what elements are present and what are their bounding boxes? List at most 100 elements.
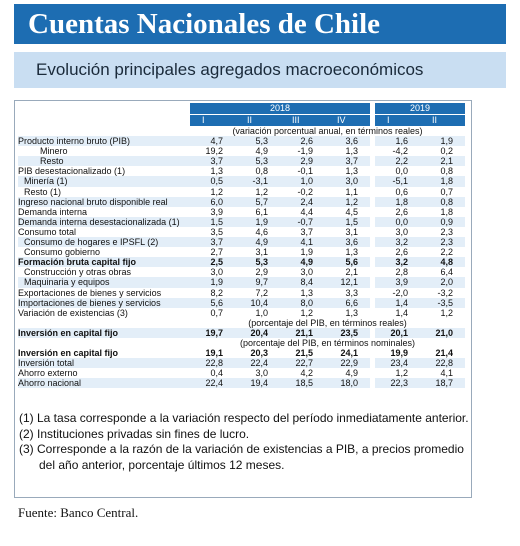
value-cell: 22,3 bbox=[375, 378, 420, 389]
quarter-header: III bbox=[280, 114, 325, 126]
value-cell: 3,0 bbox=[210, 267, 223, 278]
row-label: Ahorro externo bbox=[18, 368, 78, 379]
value-cell: 1,6 bbox=[375, 136, 420, 147]
data-row: Ingreso nacional bruto disponible real 6,… bbox=[18, 196, 465, 207]
subtitle: Evolución principales agregados macroeco… bbox=[14, 52, 506, 88]
value-cell: 0,8 bbox=[255, 166, 268, 177]
value-cell: 22,4 bbox=[235, 358, 280, 369]
blank bbox=[18, 338, 190, 348]
value-cell: 2,2 bbox=[375, 156, 420, 167]
value-cell: 3,2 bbox=[375, 257, 420, 268]
value-cell: 4,9 bbox=[280, 257, 325, 268]
value-cell: 6,6 bbox=[325, 297, 370, 308]
value-cell: -3,1 bbox=[235, 176, 280, 187]
note-row: (porcentaje del PIB, en términos nominal… bbox=[18, 338, 465, 348]
data-row: Ahorro nacional 22,4 19,4 18,5 18,0 22,3 18,7 bbox=[18, 378, 465, 389]
value-cell: 4,5 bbox=[345, 206, 358, 217]
value-cell: 1,3 bbox=[345, 307, 358, 318]
footnotes: (1) La tasa corresponde a la variación r… bbox=[19, 411, 479, 473]
value-cell: 19,7 bbox=[190, 327, 235, 338]
value-cell: 0,6 bbox=[395, 186, 408, 197]
value-cell: 1,5 bbox=[325, 216, 370, 227]
value-cell: 8,0 bbox=[280, 297, 325, 308]
value-cell: 2,1 bbox=[420, 156, 465, 167]
value-cell: 8,4 bbox=[280, 277, 325, 288]
footnote: (2) Instituciones privadas sin fines de … bbox=[19, 426, 250, 441]
value-cell: 18,0 bbox=[325, 378, 370, 389]
value-cell: 8,2 bbox=[210, 287, 223, 298]
row-label: Consumo total bbox=[18, 226, 77, 237]
value-cell: 2,3 bbox=[420, 237, 465, 248]
value-cell: 6,4 bbox=[440, 267, 453, 278]
value-cell: 5,3 bbox=[235, 156, 280, 167]
value-cell: -0,1 bbox=[297, 166, 313, 177]
value-cell: 22,4 bbox=[190, 378, 235, 389]
gap bbox=[370, 327, 375, 338]
data-row: PIB desestacionalizado (1) 1,3 0,8 -0,1 1,3 0… bbox=[18, 166, 465, 177]
data-row: Maquinaria y equipos 1,9 9,7 8,4 12,1 3,9 2,0 bbox=[18, 277, 465, 288]
gap bbox=[370, 216, 375, 227]
value-cell: 0,2 bbox=[440, 146, 453, 157]
note: (variación porcentual anual, en términos… bbox=[232, 126, 423, 136]
data-row: Consumo gobierno 2,7 3,1 1,9 1,3 2,6 2,2 bbox=[18, 247, 465, 258]
value-cell: 22,7 bbox=[280, 358, 325, 369]
value-cell: 6,1 bbox=[255, 206, 268, 217]
year-row: 2018 2019 bbox=[18, 103, 465, 115]
value-cell: 3,3 bbox=[345, 287, 358, 298]
value-cell: 2,4 bbox=[280, 196, 325, 207]
value-cell: 1,9 bbox=[420, 136, 465, 147]
note-row: (variación porcentual anual, en términos… bbox=[18, 126, 465, 136]
value-cell: 1,5 bbox=[190, 216, 235, 227]
row-label: Producto interno bruto (PIB) bbox=[18, 136, 190, 147]
value-cell: 1,3 bbox=[345, 166, 358, 177]
value-cell: 20,1 bbox=[375, 327, 420, 338]
value-cell: 18,7 bbox=[420, 378, 465, 389]
row-label: Demanda interna desestacionalizada (1) bbox=[18, 216, 190, 227]
data-row: Inversión en capital fijo 19,1 20,3 21,5 24,… bbox=[18, 348, 465, 359]
value-cell: 3,0 bbox=[325, 176, 370, 187]
value-cell: 2,6 bbox=[395, 206, 408, 217]
value-cell: 2,6 bbox=[395, 247, 408, 258]
value-cell: 3,1 bbox=[255, 247, 268, 258]
value-cell: 1,9 bbox=[190, 277, 235, 288]
value-cell: 1,3 bbox=[345, 247, 358, 258]
gap bbox=[370, 196, 375, 207]
gap bbox=[370, 226, 375, 238]
row-label: Importaciones de bienes y servicios bbox=[18, 297, 190, 308]
value-cell: -4,2 bbox=[392, 146, 408, 157]
value-cell: 4,1 bbox=[280, 237, 325, 248]
value-cell: 0,7 bbox=[440, 186, 453, 197]
value-cell: 9,7 bbox=[235, 277, 280, 288]
note-row: (porcentaje del PIB, en términos reales) bbox=[18, 318, 465, 328]
blank bbox=[18, 126, 190, 136]
value-cell: 6,0 bbox=[190, 196, 235, 207]
gap bbox=[370, 237, 375, 248]
row-label: Minería (1) bbox=[18, 176, 190, 187]
year-header: 2019 bbox=[375, 103, 465, 115]
value-cell: 1,3 bbox=[300, 287, 313, 298]
gap bbox=[370, 368, 375, 379]
value-cell: 18,5 bbox=[280, 378, 325, 389]
value-cell: 1,2 bbox=[440, 307, 453, 318]
value-cell: 1,9 bbox=[235, 216, 280, 227]
row-label: Consumo gobierno bbox=[24, 247, 101, 258]
value-cell: 3,7 bbox=[300, 226, 313, 237]
value-cell: 3,7 bbox=[190, 237, 235, 248]
gap bbox=[370, 277, 375, 288]
value-cell: 22,8 bbox=[420, 358, 465, 369]
gap bbox=[370, 307, 375, 318]
value-cell: 4,8 bbox=[420, 257, 465, 268]
gap bbox=[370, 247, 375, 258]
value-cell: -1,9 bbox=[297, 146, 313, 157]
row-label: Resto (1) bbox=[24, 186, 62, 197]
gap bbox=[370, 186, 375, 197]
value-cell: 1,9 bbox=[300, 247, 313, 258]
value-cell: 2,5 bbox=[190, 257, 235, 268]
value-cell: 4,4 bbox=[300, 206, 313, 217]
data-row: Minero 19,2 4,9 -1,9 1,3 -4,2 0,2 bbox=[18, 146, 465, 157]
value-cell: 21,1 bbox=[280, 327, 325, 338]
gap bbox=[370, 206, 375, 217]
quarter-header: I bbox=[375, 114, 420, 126]
value-cell: 4,1 bbox=[440, 368, 453, 379]
